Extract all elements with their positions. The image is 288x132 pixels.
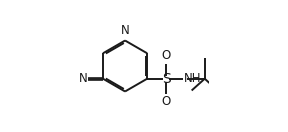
Text: NH: NH xyxy=(184,72,201,85)
Text: O: O xyxy=(162,95,171,108)
Text: S: S xyxy=(162,72,170,86)
Text: N: N xyxy=(121,24,129,37)
Text: N: N xyxy=(78,72,87,85)
Text: O: O xyxy=(162,49,171,62)
